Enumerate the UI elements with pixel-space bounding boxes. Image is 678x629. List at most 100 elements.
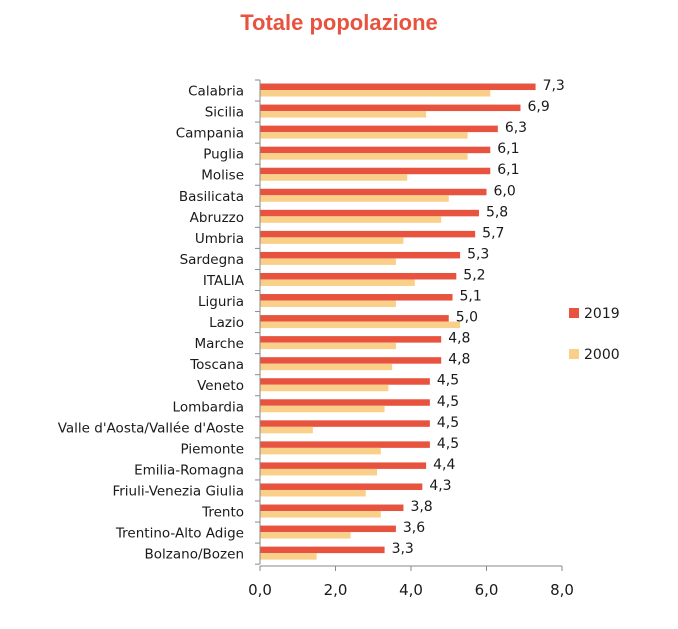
bar-2000 [260,426,313,434]
bar-2019 [260,251,461,259]
x-tick-label: 0,0 [248,581,272,599]
data-label: 3,3 [392,541,414,557]
category-label: Toscana [189,357,244,373]
bar-2000 [260,468,378,476]
category-label: Trento [201,505,244,521]
bar-2019 [260,272,457,280]
category-label: Valle d'Aosta/Vallée d'Aoste [58,420,244,436]
data-label: 5,8 [486,204,508,220]
legend-swatch [569,349,579,359]
category-label: ITALIA [203,273,245,289]
category-label: Abruzzo [190,210,244,226]
legend-label: 2019 [584,306,620,322]
bar-2019 [260,188,487,196]
bar-2019 [260,336,442,343]
category-label: Piemonte [181,441,244,457]
data-label: 6,1 [497,141,519,157]
category-label: Friuli-Venezia Giulia [112,483,244,499]
data-label: 4,8 [448,352,470,368]
data-label: 3,8 [410,499,432,515]
bar-2000 [260,363,393,371]
category-label: Calabria [188,84,244,100]
category-label: Bolzano/Bozen [145,547,244,563]
data-label: 4,5 [437,394,459,410]
bar-2019 [260,441,430,448]
data-label: 4,4 [433,457,455,473]
data-label: 5,3 [467,246,489,262]
category-label: Lazio [209,315,244,331]
bar-2000 [260,447,381,455]
bar-2000 [260,489,366,497]
bar-2019 [260,104,521,112]
bar-2019 [260,167,491,175]
bar-2019 [260,399,430,406]
data-label: 6,1 [497,162,519,178]
category-label: Emilia-Romagna [134,462,244,478]
bar-2019 [260,420,430,427]
bar-2000 [260,111,427,118]
bar-2000 [260,90,491,97]
bar-2019 [260,315,449,322]
bar-2019 [260,525,396,533]
bar-2000 [260,384,389,392]
bar-2000 [260,195,449,202]
bar-2000 [260,279,415,286]
data-label: 4,5 [437,415,459,431]
bar-2019 [260,357,442,364]
x-tick-label: 2,0 [324,581,348,599]
bar-2000 [260,237,404,244]
bar-2000 [260,216,442,223]
data-label: 7,3 [543,78,565,94]
category-label: Trentino-Alto Adige [115,526,244,542]
category-label: Puglia [203,147,244,163]
category-label: Campania [176,126,244,142]
bar-2000 [260,321,461,329]
category-label: Umbria [195,231,244,247]
data-label: 6,9 [527,99,549,115]
x-tick-label: 6,0 [475,581,499,599]
category-label: Basilicata [179,189,244,205]
bar-2019 [260,209,479,217]
bar-2000 [260,553,317,560]
category-label: Veneto [197,378,244,394]
bar-2019 [260,146,491,154]
x-tick-label: 8,0 [550,581,574,599]
bar-2000 [260,174,408,181]
data-label: 5,1 [460,289,482,305]
bar-2000 [260,300,396,308]
legend-label: 2000 [584,347,620,363]
bar-2019 [260,504,404,512]
bar-2019 [260,462,427,469]
bar-2000 [260,258,396,265]
data-label: 4,5 [437,373,459,389]
category-label: Molise [201,168,244,184]
data-label: 6,0 [494,183,516,199]
data-label: 4,8 [448,331,470,347]
data-label: 5,0 [456,310,478,326]
bar-2000 [260,153,468,160]
bar-2000 [260,132,468,139]
category-label: Sardegna [180,252,244,268]
x-tick-label: 4,0 [399,581,423,599]
data-label: 6,3 [505,120,527,136]
bar-2019 [260,378,430,385]
legend-swatch [569,308,579,318]
data-label: 5,7 [482,225,504,241]
data-label: 5,2 [463,267,485,283]
bar-2019 [260,483,423,490]
chart-title: Totale popolazione [240,10,438,35]
bar-2000 [260,532,351,539]
bar-2000 [260,405,385,413]
bar-2019 [260,294,453,301]
data-label: 4,5 [437,436,459,452]
data-label: 4,3 [429,478,451,494]
bar-2019 [260,125,498,133]
data-label: 3,6 [403,520,425,536]
category-label: Liguria [198,294,244,310]
bar-2019 [260,546,385,554]
category-label: Sicilia [205,105,244,121]
bar-2000 [260,511,381,518]
category-label: Lombardia [173,399,244,415]
bar-2019 [260,230,476,238]
